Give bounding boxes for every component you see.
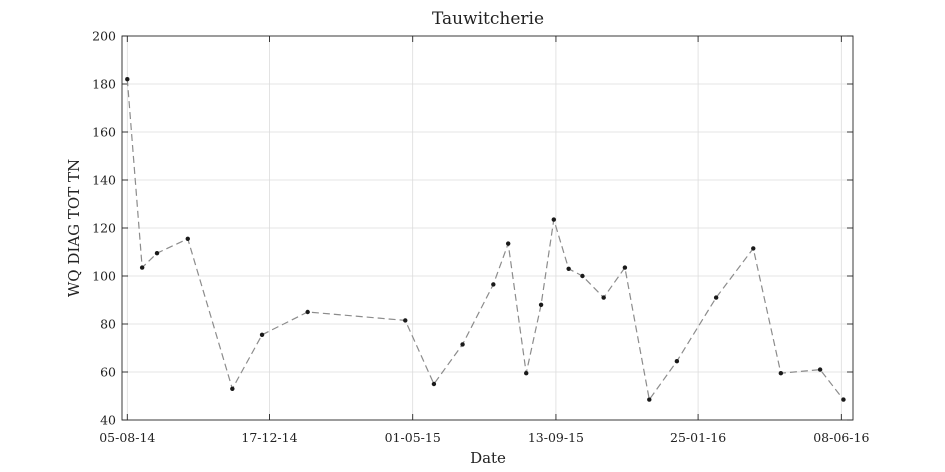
data-point [259,332,265,337]
data-point [524,371,529,376]
data-point [403,318,408,323]
data-point [566,266,571,271]
data-point [580,273,585,279]
x-axis-label: Date [470,449,506,467]
data-point [491,282,496,287]
data-point [551,217,557,222]
chart-title: Tauwitcherie [432,9,544,29]
y-tick-label: 100 [92,269,116,284]
data-point [674,359,680,364]
y-tick-label: 180 [92,77,116,92]
y-tick-label: 120 [92,221,116,236]
x-tick-label: 13-09-15 [528,430,584,445]
x-tick-label: 01-05-15 [385,430,441,445]
data-point [778,371,784,376]
x-tick-label: 05-08-14 [99,430,155,445]
data-point [154,251,160,256]
data-point [751,246,756,251]
data-point [305,309,310,315]
data-point [647,397,652,402]
data-point [817,367,823,372]
data-point [139,265,145,270]
data-point [185,236,190,241]
x-tick-label: 25-01-16 [670,430,726,445]
x-tick-label: 08-06-16 [813,430,869,445]
y-tick-label: 40 [100,413,116,428]
ticks-layer: 40 60 80 100 120 140 160 180 200 05-08-14 17-12-14… [92,29,869,446]
y-tick-label: 80 [100,317,116,332]
data-point [125,77,130,82]
series-line [126,79,844,402]
data-point [841,397,846,402]
data-point [713,295,719,300]
data-point [622,265,628,270]
series-layer [125,77,846,402]
data-point [601,295,606,300]
y-tick-label: 160 [92,125,116,140]
data-point [230,386,235,391]
data-point [505,241,511,246]
data-point [431,381,437,387]
data-point [460,342,465,347]
y-tick-label: 60 [100,365,116,380]
y-tick-label: 200 [92,29,116,44]
y-axis-label: WQ DIAG TOT TN [65,159,83,297]
x-tick-label: 17-12-14 [241,430,297,445]
data-point [538,302,544,307]
y-tick-label: 140 [92,173,116,188]
